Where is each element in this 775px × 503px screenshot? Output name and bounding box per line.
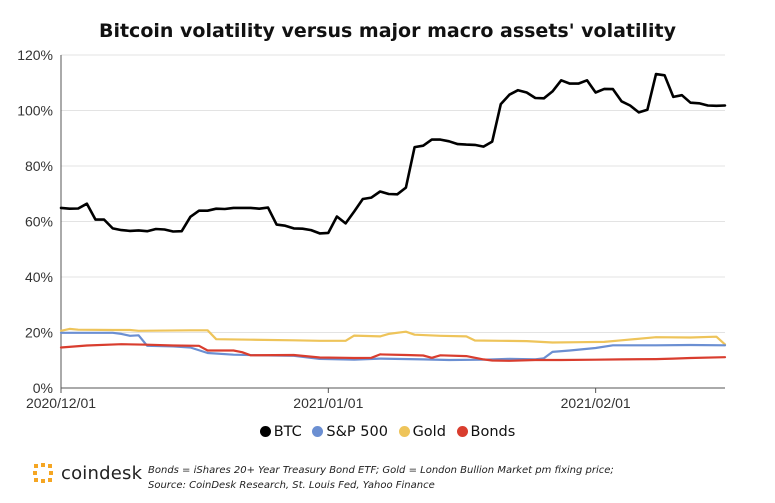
legend-marker-gold <box>398 426 410 437</box>
brand-name: coindesk <box>61 462 143 484</box>
x-tick-label: 2020/12/01 <box>26 395 96 411</box>
tick-labels: 0% 20% 40% 60% 80% 100% 120% 2020/12/01 2021/01/… <box>17 47 631 411</box>
chart-legend: BTC S&P 500 Gold Bonds <box>0 424 775 440</box>
series-line-gold <box>59 327 727 346</box>
footnote-definitions: Bonds = iShares 20+ Year Treasury Bond E… <box>148 465 614 476</box>
legend-item-gold[interactable]: Gold <box>398 424 446 440</box>
legend-marker-btc <box>259 426 271 437</box>
y-tick-label: 20% <box>25 325 53 341</box>
y-tick-label: 0% <box>33 380 53 396</box>
legend-marker-bonds <box>456 426 468 437</box>
series-lines <box>59 72 727 362</box>
y-tick-label: 40% <box>25 269 53 285</box>
coindesk-brand[interactable]: coindesk <box>32 462 142 484</box>
footnote-source: Source: CoinDesk Research, St. Louis Fed… <box>148 480 435 491</box>
chart-notes: Bonds = iShares 20+ Year Treasury Bond E… <box>148 463 614 493</box>
axes <box>60 55 725 393</box>
x-tick-label: 2021/01/01 <box>293 395 363 411</box>
legend-item-bonds[interactable]: Bonds <box>456 424 516 440</box>
y-tick-label: 80% <box>25 158 53 174</box>
legend-label-btc: BTC <box>273 424 302 440</box>
y-tick-label: 100% <box>17 103 53 119</box>
y-tick-label: 60% <box>25 214 53 230</box>
coindesk-logo-icon <box>33 463 53 483</box>
legend-marker-sp500 <box>312 426 324 437</box>
series-line-bonds <box>59 343 727 362</box>
legend-label-gold: Gold <box>412 424 446 440</box>
series-line-btc <box>59 72 727 235</box>
x-tick-label: 2021/02/01 <box>561 395 631 411</box>
series-line-sp500 <box>59 331 727 362</box>
y-tick-label: 120% <box>17 47 53 63</box>
legend-label-sp500: S&P 500 <box>326 424 388 440</box>
legend-item-btc[interactable]: BTC <box>259 424 302 440</box>
chart-title: Bitcoin volatility versus major macro as… <box>98 20 677 42</box>
legend-item-sp500[interactable]: S&P 500 <box>312 424 388 440</box>
legend-label-bonds: Bonds <box>470 424 516 440</box>
